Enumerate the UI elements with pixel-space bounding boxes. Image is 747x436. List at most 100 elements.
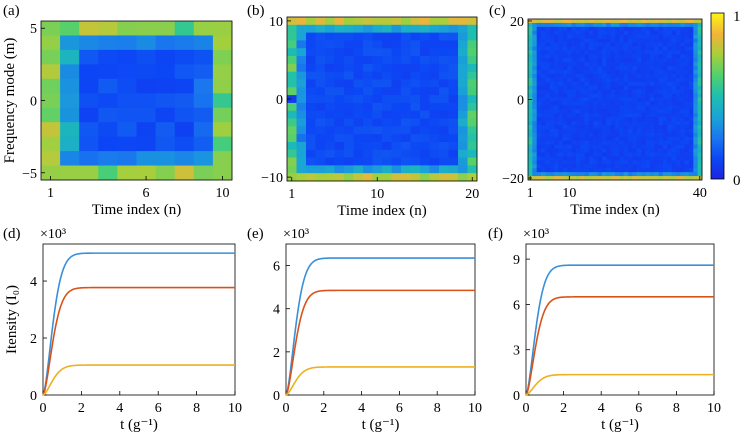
heatmap-cell [562,105,568,110]
heatmap-cell [641,42,646,47]
heatmap-cell [645,50,651,55]
heatmap-cell [623,66,629,71]
heatmap-cell [541,136,546,142]
heatmap-cell [684,89,690,95]
heatmap-cell [684,19,690,24]
heatmap-cell [658,164,664,169]
heatmap-cell [401,157,411,166]
heatmap-cell [545,160,551,165]
heatmap-cell [693,73,699,79]
heatmap-cell [593,26,598,32]
heatmap-cell [601,156,607,161]
heatmap-cell [654,97,659,102]
heatmap-cell [697,70,703,75]
heatmap-cell [636,113,642,118]
heatmap-cell [545,54,551,59]
heatmap-cell [671,22,677,28]
heatmap-cell [562,54,568,59]
heatmap-cell [580,54,585,59]
heatmap-cell [558,46,564,51]
heatmap-cell [439,79,449,88]
heatmap-cell [606,121,612,126]
heatmap-cell [296,157,307,166]
heatmap-cell [588,58,594,63]
heatmap-cell [60,21,80,36]
heatmap-cell [41,21,61,36]
heatmap-cell [597,81,603,87]
heatmap-cell [628,19,633,24]
heatmap-cell [658,77,664,83]
heatmap-cell [662,58,668,63]
heatmap-cell [662,101,668,106]
heatmap-cell [541,105,546,110]
heatmap-cell [615,93,620,98]
heatmap-cell [680,132,685,138]
heatmap-cell [671,152,677,157]
heatmap-cell [580,176,585,181]
heatmap-cell [597,89,603,95]
heatmap-cell [628,125,633,130]
heatmap-cell [671,34,677,40]
heatmap-cell [429,71,440,80]
heatmap-cell [306,102,316,112]
heatmap-cell [654,132,659,138]
heatmap-cell [549,22,555,28]
heatmap-cell [680,164,685,169]
heatmap-cell [593,77,598,83]
heatmap-cell [584,50,590,55]
heatmap-cell [306,141,316,151]
heatmap-cell [654,66,659,71]
heatmap-cell [693,97,699,102]
heatmap-cell [382,149,392,158]
heatmap-cell [558,89,564,95]
heatmap-cell [588,101,594,106]
heatmap-cell [628,168,633,173]
heatmap-cell [684,148,690,153]
heatmap-cell [567,168,572,173]
heatmap-cell [296,173,307,182]
heatmap-cell [584,148,590,153]
x-axis-label: Time index (n) [337,203,426,219]
heatmap-cell [541,164,546,169]
heatmap-cell [306,40,316,49]
heatmap-cell [588,89,594,95]
heatmap-cell [645,77,651,83]
heatmap-cell [541,50,546,55]
heatmap-cell [623,101,629,106]
heatmap-cell [541,81,546,87]
heatmap-cell [693,66,699,71]
heatmap-cell [567,172,572,177]
heatmap-cell [334,24,345,34]
heatmap-cell [549,54,555,59]
heatmap-cell [671,117,677,122]
exponent-label: ×10³ [283,227,309,242]
heatmap-cell [344,79,354,88]
heatmap-cell [619,89,625,95]
heatmap-cell [610,128,616,134]
y-tick-label: 9 [513,253,520,268]
heatmap-cell [684,85,690,91]
heatmap-cell [675,168,681,173]
heatmap-cell [658,58,664,63]
heatmap-cell [662,168,668,173]
heatmap-cell [528,46,533,51]
heatmap-cell [662,54,668,59]
heatmap-cell [636,46,642,51]
heatmap-cell [60,49,80,65]
heatmap-cell [593,168,598,173]
heatmap-cell [654,38,659,43]
heatmap-cell [117,93,137,109]
heatmap-cell [448,149,459,158]
heatmap-cell [571,62,577,67]
heatmap-cell [382,141,392,151]
heatmap-cell [680,121,685,126]
heatmap-cell [675,34,681,40]
heatmap-cell [662,152,668,157]
heatmap-cell [558,85,564,91]
heatmap-cell [575,136,581,142]
heatmap-cell [597,73,603,79]
heatmap-cell [593,66,598,71]
heatmap-cell [401,24,411,34]
heatmap-cell [684,125,690,130]
heatmap-cell [541,121,546,126]
